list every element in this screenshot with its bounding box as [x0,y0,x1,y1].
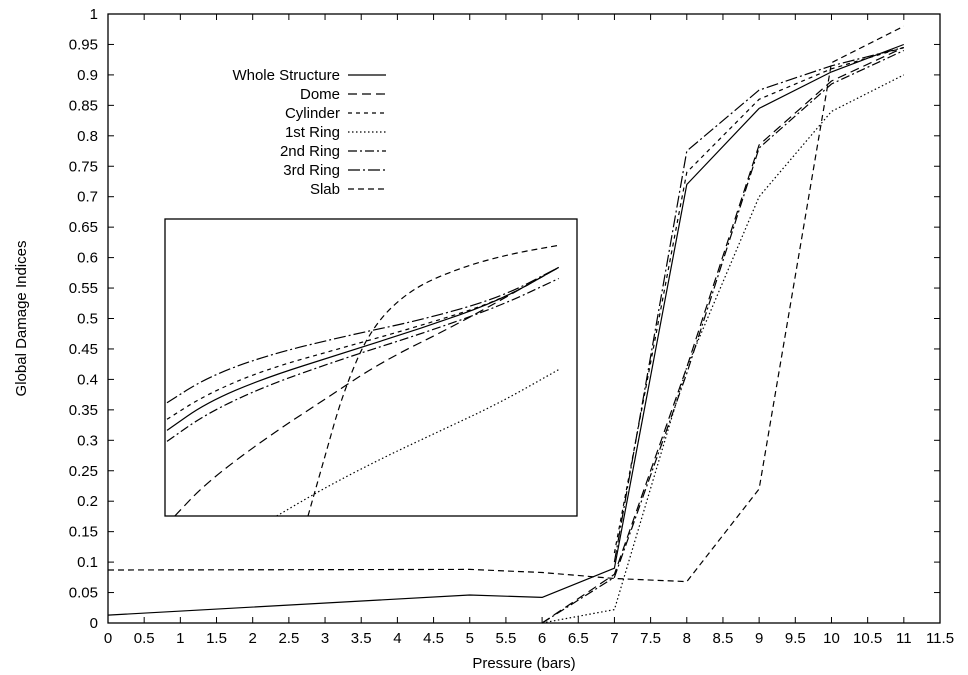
series-line-cylinder [613,46,904,554]
inset-curve-slab [307,244,559,516]
series-line-2nd-ring [541,49,905,624]
inset-curve-dome [174,266,559,516]
legend-label-2nd-ring: 2nd Ring [280,143,340,160]
x-tick-label: 0 [104,630,112,647]
series-line-3rd-ring [613,46,904,563]
legend-label-slab: Slab [310,181,340,198]
y-tick-label: 0.15 [69,524,98,541]
x-tick-label: 1.5 [206,630,227,647]
series-lines [107,25,905,624]
x-tick-label: 2 [249,630,257,647]
x-tick-label: 6 [538,630,546,647]
x-tick-label: 1 [176,630,184,647]
x-tick-label: 2.5 [278,630,299,647]
x-axis-ticks: 0 0.5 1 1.5 2 2.5 3 3.5 4 4.5 5 5.5 6 6.5 7 7.5 8 8.5 9 9.5… [104,14,954,647]
series-line-slab [107,25,905,583]
x-tick-label: 3.5 [351,630,372,647]
y-axis-ticks: 0 0.05 0.1 0.15 0.2 0.25 0.3 0.35 0.4 0.45 0.5 0.55… [69,6,940,632]
y-tick-label: 0.55 [69,280,98,297]
y-axis-title: Global Damage Indices [13,241,30,397]
y-tick-label: 0.25 [69,463,98,480]
x-tick-label: 3 [321,630,329,647]
y-tick-label: 0.05 [69,585,98,602]
x-tick-label: 11.5 [926,630,954,647]
legend-label-cylinder: Cylinder [285,105,340,122]
y-tick-label: 1 [90,6,98,23]
y-tick-label: 0.9 [77,67,98,84]
x-tick-label: 10.5 [853,630,882,647]
legend-label-1st-ring: 1st Ring [285,124,340,141]
x-tick-label: 11 [896,630,912,647]
inset-plot [164,218,578,517]
legend-label-whole-structure: Whole Structure [232,67,340,84]
plot-frame [107,13,941,624]
x-tick-label: 9.5 [785,630,806,647]
x-tick-label: 6.5 [568,630,589,647]
series-line-whole-structure [107,43,905,616]
y-tick-label: 0.6 [77,250,98,267]
y-tick-label: 0.3 [77,432,98,449]
x-tick-label: 5 [466,630,474,647]
y-tick-label: 0.35 [69,402,98,419]
x-tick-label: 8 [683,630,691,647]
y-tick-label: 0.95 [69,36,98,53]
series-line-1st-ring [541,74,905,624]
x-tick-label: 10 [823,630,840,647]
inset-curve-2nd-ring [166,277,559,442]
y-tick-label: 0.8 [77,128,98,145]
y-tick-label: 0.85 [69,97,98,114]
series-line-dome [541,46,905,624]
x-tick-label: 5.5 [495,630,516,647]
x-tick-label: 7 [610,630,618,647]
inset-curve-cylinder [166,266,559,420]
y-tick-label: 0.75 [69,158,98,175]
x-tick-label: 9 [755,630,763,647]
inset-curve-3rd-ring [166,266,559,404]
legend: Whole Structure Dome Cylinder 1st Ring 2nd R… [232,67,386,198]
legend-label-3rd-ring: 3rd Ring [283,162,340,179]
y-tick-label: 0 [90,615,98,632]
y-tick-label: 0.5 [77,311,98,328]
inset-curve-whole-structure [166,266,559,431]
inset-curves [166,244,559,516]
y-tick-label: 0.65 [69,219,98,236]
x-axis-title: Pressure (bars) [472,655,575,672]
inset-frame [164,218,578,517]
x-tick-label: 0.5 [134,630,155,647]
x-tick-label: 4 [393,630,401,647]
x-tick-label: 4.5 [423,630,444,647]
y-tick-label: 0.2 [77,493,98,510]
y-tick-label: 0.4 [77,371,98,388]
x-tick-label: 8.5 [713,630,734,647]
legend-label-dome: Dome [300,86,340,103]
inset-curve-1st-ring [276,369,559,516]
x-tick-label: 7.5 [640,630,661,647]
y-tick-label: 0.45 [69,341,98,358]
y-tick-label: 0.7 [77,189,98,206]
y-tick-label: 0.1 [77,554,98,571]
